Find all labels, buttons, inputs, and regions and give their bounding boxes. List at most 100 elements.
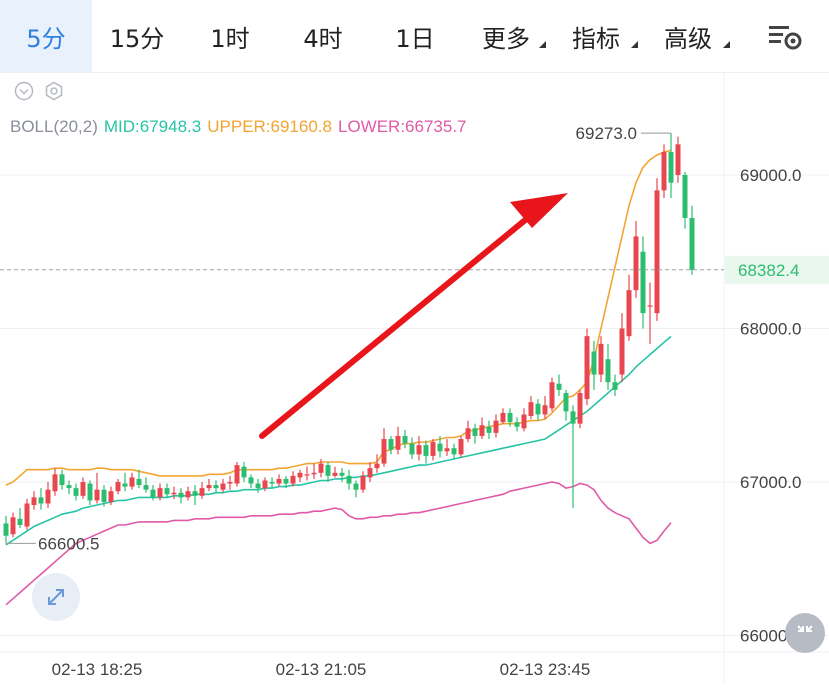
candle-body: [192, 491, 198, 496]
candle-body: [227, 482, 233, 484]
boll-upper-line: [5, 149, 672, 486]
candle-body: [542, 405, 548, 415]
candle-body: [234, 465, 240, 484]
candle-body: [283, 478, 289, 484]
candle-body: [661, 151, 667, 191]
candle-body: [584, 336, 590, 400]
boll-lower-line: [5, 481, 672, 606]
dropdown-triangle-icon: [723, 41, 730, 48]
collapse-arrows-icon: [797, 625, 813, 632]
candle-body: [465, 428, 471, 440]
tab-label: 1日: [395, 24, 435, 53]
price-chart[interactable]: 69000.068000.067000.066000.068382.469273…: [0, 72, 829, 698]
candle-body: [486, 426, 492, 433]
candle-body: [633, 236, 639, 291]
candle-body: [94, 489, 100, 501]
tab-label: 高级: [664, 24, 712, 53]
candle-body: [612, 382, 618, 390]
tab-1h[interactable]: 1时: [182, 0, 278, 72]
candle-body: [507, 412, 513, 423]
candle-body: [59, 474, 65, 486]
tab-5min[interactable]: 5分: [0, 0, 92, 72]
candle-body: [444, 448, 450, 452]
candle-body: [479, 425, 485, 436]
collapse-button[interactable]: [785, 613, 825, 653]
high-price-label: 69273.0: [576, 124, 637, 143]
candle-body: [374, 463, 380, 469]
candle-body: [458, 439, 464, 455]
candle-body: [143, 485, 149, 490]
chart-settings-icon[interactable]: [767, 20, 803, 52]
candle-body: [31, 497, 37, 506]
candle-body: [262, 480, 268, 489]
candle-body: [290, 475, 296, 484]
candle-body: [3, 523, 9, 536]
boll-upper-value: UPPER:69160.8: [207, 117, 332, 136]
candle-body: [577, 392, 583, 424]
candle-body: [689, 217, 695, 270]
dropdown-triangle-icon: [539, 41, 546, 48]
candle-body: [654, 190, 660, 314]
candle-body: [38, 497, 44, 504]
price-tick-label: 68000.0: [740, 320, 801, 339]
candle-body: [437, 443, 443, 452]
candle-body: [73, 488, 79, 496]
candle-body: [115, 482, 121, 492]
low-price-label: 66600.5: [38, 534, 99, 553]
tab-label: 指标: [572, 24, 620, 53]
candle-body: [423, 445, 429, 456]
candle-body: [325, 465, 331, 476]
candle-body: [451, 448, 457, 455]
tab-15min[interactable]: 15分: [92, 0, 182, 72]
boll-mid-value: MID:67948.3: [103, 117, 202, 136]
candle-body: [164, 488, 170, 495]
tab-more[interactable]: 更多: [462, 0, 550, 72]
candle-body: [171, 492, 177, 495]
candle-body: [52, 474, 58, 492]
candle-body: [276, 478, 282, 484]
candle-body: [528, 402, 534, 416]
candle-body: [255, 483, 261, 489]
candle-body: [535, 403, 541, 415]
tab-4h[interactable]: 4时: [278, 0, 368, 72]
candle-body: [353, 483, 359, 490]
candle-body: [297, 472, 303, 478]
boll-lower-value: LOWER:66735.7: [337, 117, 467, 136]
candle-body: [563, 392, 569, 412]
candle-body: [402, 435, 408, 444]
candle-body: [199, 488, 205, 496]
candle-body: [591, 351, 597, 375]
time-axis-label: 02-13 23:45: [500, 660, 591, 679]
candle-body: [332, 472, 338, 476]
candle-body: [598, 343, 604, 375]
candle-body: [304, 474, 310, 476]
fullscreen-button[interactable]: [32, 573, 80, 621]
tab-advanced[interactable]: 高级: [642, 0, 734, 72]
candle-body: [185, 491, 191, 498]
candle-body: [430, 442, 436, 456]
candle-body: [395, 435, 401, 450]
candle-body: [108, 491, 114, 502]
candle-body: [269, 482, 275, 484]
indicator-settings-icon[interactable]: [44, 81, 64, 101]
candle-body: [416, 445, 422, 455]
collapse-chevron-icon[interactable]: [14, 81, 34, 101]
candle-body: [367, 468, 373, 478]
tab-indicators[interactable]: 指标: [550, 0, 642, 72]
current-price-label: 68382.4: [738, 261, 799, 280]
tab-label: 15分: [109, 24, 165, 53]
candle-body: [10, 517, 16, 535]
tab-1d[interactable]: 1日: [368, 0, 462, 72]
candle-body: [619, 328, 625, 375]
time-axis-label: 02-13 21:05: [276, 660, 367, 679]
candle-body: [122, 483, 128, 487]
boll-legend: BOLL(20,2) MID:67948.3 UPPER:69160.8 LOWER:…: [10, 117, 467, 137]
candle-body: [514, 422, 520, 427]
candle-body: [80, 482, 86, 496]
tab-label: 1时: [210, 24, 250, 53]
candle-body: [178, 492, 184, 498]
time-axis-label: 02-13 18:25: [52, 660, 143, 679]
boll-mid-line: [5, 335, 672, 546]
tab-label: 更多: [482, 24, 530, 53]
candle-body: [360, 475, 366, 490]
